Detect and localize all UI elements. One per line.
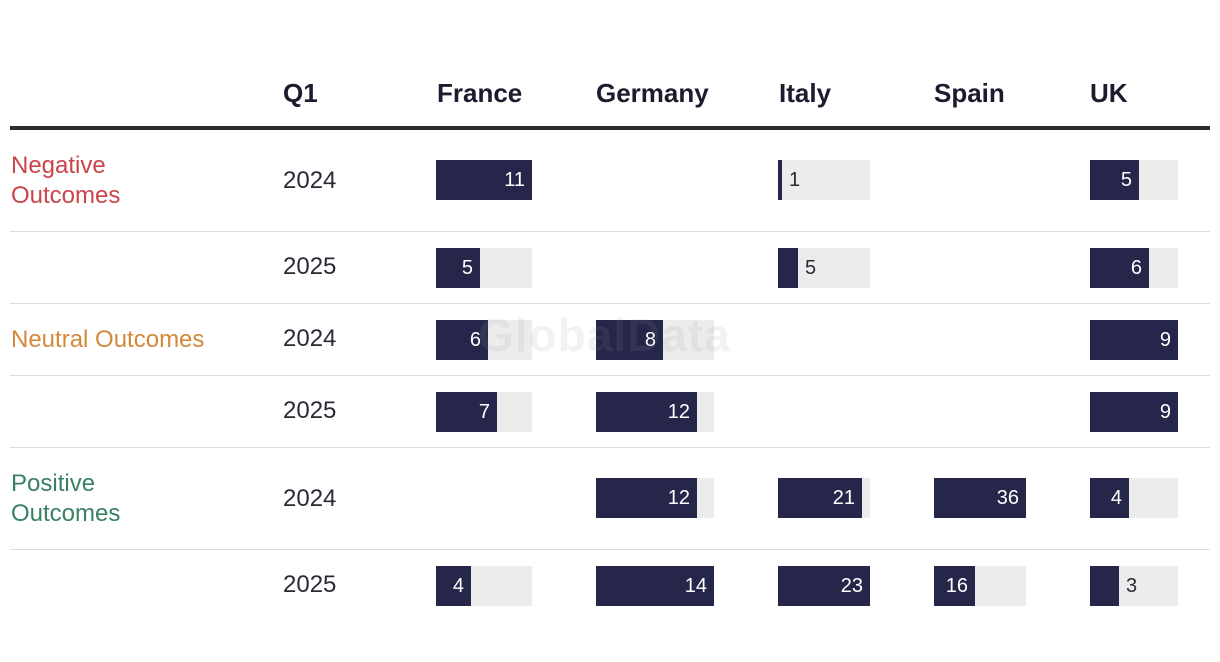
row-divider — [10, 375, 1210, 376]
bar-fill — [436, 566, 471, 606]
column-header-france: France — [437, 78, 523, 108]
row-divider — [10, 231, 1210, 232]
bar-value-label: 23 — [840, 575, 863, 597]
bar-track: 1 — [778, 160, 870, 200]
bar-value-label: 8 — [644, 329, 656, 351]
bar-value-label: 5 — [805, 257, 817, 279]
row-year: 2025 — [283, 397, 337, 424]
bar-fill — [1090, 392, 1178, 432]
bar-track: 9 — [1090, 320, 1178, 360]
bar-value-label: 9 — [1159, 329, 1171, 351]
column-header-italy: Italy — [779, 78, 832, 108]
bar-fill — [934, 566, 975, 606]
group-label-negative: Negative Outcomes — [11, 152, 121, 209]
bar-fill — [596, 566, 714, 606]
bar-value-label: 4 — [452, 575, 464, 597]
bar-fill — [778, 566, 870, 606]
bar-value-label: 6 — [469, 329, 481, 351]
bar-value-label: 14 — [684, 575, 707, 597]
group-divider — [10, 447, 1210, 448]
quarter-header: Q1 — [283, 78, 318, 108]
bar-fill — [436, 320, 488, 360]
bar-track: 3 — [1090, 566, 1178, 606]
bar-value-label: 12 — [667, 487, 690, 509]
group-divider — [10, 303, 1210, 304]
bar-fill — [436, 248, 480, 288]
bar-track: 21 — [778, 478, 870, 518]
bar-fill — [778, 248, 798, 288]
column-header-spain: Spain — [934, 78, 1005, 108]
bar-track: 6 — [1090, 248, 1178, 288]
bar-track: 16 — [934, 566, 1026, 606]
group-label-positive: Positive Outcomes — [11, 470, 121, 527]
bar-track: 23 — [778, 566, 870, 606]
bar-fill — [596, 392, 697, 432]
bar-value-label: 5 — [1120, 169, 1132, 191]
row-year: 2025 — [283, 253, 337, 280]
header-rule — [10, 126, 1210, 130]
bar-fill — [1090, 566, 1119, 606]
bar-track: 9 — [1090, 392, 1178, 432]
bar-track: 14 — [596, 566, 714, 606]
bar-value-label: 12 — [667, 401, 690, 423]
column-header-germany: Germany — [596, 78, 709, 108]
bar-fill — [1090, 160, 1139, 200]
bar-fill — [934, 478, 1026, 518]
bar-value-label: 16 — [945, 575, 968, 597]
bar-value-label: 5 — [461, 257, 473, 279]
bar-value-label: 6 — [1130, 257, 1142, 279]
bar-value-label: 7 — [478, 401, 490, 423]
bar-fill — [1090, 248, 1149, 288]
bar-value-label: 4 — [1110, 487, 1122, 509]
bar-track: 6 — [436, 320, 532, 360]
bar-track: 11 — [436, 160, 532, 200]
bar-value-label: 3 — [1126, 575, 1138, 597]
column-header-uk: UK — [1090, 78, 1128, 108]
bar-fill — [778, 478, 862, 518]
bar-track: 12 — [596, 478, 714, 518]
bar-fill — [436, 392, 497, 432]
bar-fill — [1090, 320, 1178, 360]
bar-value-label: 1 — [789, 169, 801, 191]
bar-value-label: 36 — [996, 487, 1019, 509]
bar-track: 5 — [436, 248, 532, 288]
bar-track: 5 — [1090, 160, 1178, 200]
bar-value-label: 21 — [832, 487, 855, 509]
bar-track: 8 — [596, 320, 714, 360]
group-label-neutral: Neutral Outcomes — [11, 326, 205, 353]
bar-fill — [596, 320, 663, 360]
bar-track: 7 — [436, 392, 532, 432]
bar-value-label: 11 — [504, 169, 525, 191]
row-year: 2024 — [283, 167, 337, 194]
bar-track: 12 — [596, 392, 714, 432]
row-year: 2024 — [283, 485, 337, 512]
bar-track: 5 — [778, 248, 870, 288]
row-year: 2024 — [283, 325, 337, 352]
bar-fill — [436, 160, 532, 200]
bar-fill — [778, 160, 782, 200]
bar-value-label: 9 — [1159, 401, 1171, 423]
bar-track: 36 — [934, 478, 1026, 518]
bar-fill — [596, 478, 697, 518]
row-divider — [10, 549, 1210, 550]
bar-track: 4 — [1090, 478, 1178, 518]
row-year: 2025 — [283, 571, 337, 598]
bar-fill — [1090, 478, 1129, 518]
bar-track: 4 — [436, 566, 532, 606]
